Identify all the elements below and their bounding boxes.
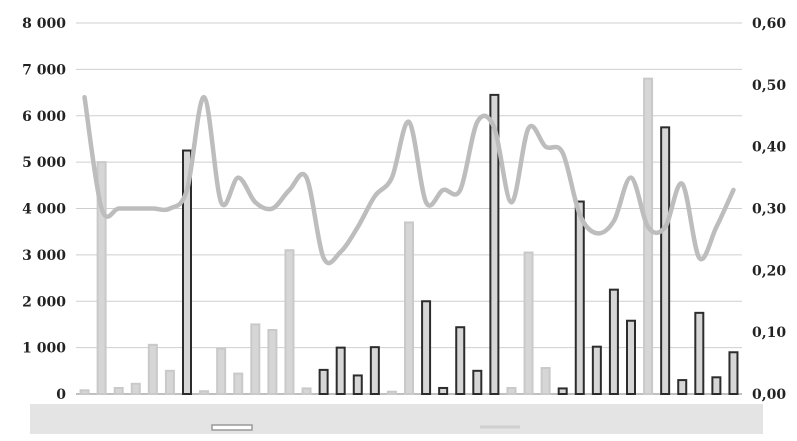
left-tick-label: 0 bbox=[56, 387, 66, 403]
bar bbox=[660, 126, 671, 395]
bar bbox=[711, 376, 722, 395]
line-path bbox=[82, 94, 736, 266]
bar bbox=[677, 379, 688, 395]
line-series bbox=[82, 94, 736, 266]
left-tick-label: 1 000 bbox=[22, 341, 66, 357]
right-tick-label: 0,00 bbox=[752, 387, 786, 403]
left-y-axis: 0 1 000 2 000 3 000 4 000 5 000 6 000 7 000 8 00… bbox=[22, 16, 66, 403]
bar-series bbox=[79, 77, 739, 396]
bar bbox=[574, 200, 585, 395]
bar bbox=[147, 343, 158, 395]
bar bbox=[199, 390, 210, 395]
right-tick-label: 0,20 bbox=[752, 263, 786, 279]
bar bbox=[250, 323, 261, 395]
bar bbox=[130, 382, 141, 395]
bar bbox=[96, 161, 107, 395]
bar bbox=[608, 288, 619, 395]
left-tick-label: 4 000 bbox=[22, 202, 66, 218]
bar bbox=[267, 329, 278, 396]
right-tick-label: 0,40 bbox=[752, 140, 786, 156]
left-tick-label: 6 000 bbox=[22, 109, 66, 125]
bar bbox=[369, 346, 380, 396]
left-tick-label: 8 000 bbox=[22, 16, 66, 32]
bar bbox=[335, 346, 346, 395]
bar bbox=[643, 77, 654, 396]
left-tick-label: 2 000 bbox=[22, 294, 66, 310]
bar bbox=[523, 251, 534, 395]
legend-box bbox=[30, 404, 763, 434]
bar bbox=[301, 387, 312, 395]
bar bbox=[506, 386, 517, 396]
bar bbox=[386, 390, 397, 395]
bar bbox=[113, 386, 124, 396]
right-tick-label: 0,10 bbox=[752, 325, 786, 341]
bar bbox=[438, 386, 449, 396]
left-tick-label: 3 000 bbox=[22, 248, 66, 264]
bar bbox=[557, 387, 568, 395]
bar bbox=[404, 221, 414, 395]
bar bbox=[455, 326, 466, 395]
left-tick-label: 7 000 bbox=[22, 62, 66, 78]
bar bbox=[284, 249, 295, 395]
bar bbox=[421, 300, 432, 395]
bar bbox=[591, 345, 602, 396]
bar bbox=[233, 372, 244, 396]
bar bbox=[79, 389, 90, 396]
bar bbox=[728, 351, 739, 396]
bar bbox=[216, 347, 227, 395]
right-y-axis: 0,00 0,10 0,20 0,30 0,40 0,50 0,60 bbox=[752, 16, 786, 403]
right-tick-label: 0,50 bbox=[752, 78, 786, 94]
legend bbox=[30, 404, 763, 434]
right-tick-label: 0,30 bbox=[752, 202, 786, 218]
bar bbox=[164, 369, 175, 395]
bar bbox=[318, 368, 329, 396]
bar bbox=[182, 149, 192, 395]
legend-swatch-bars bbox=[211, 424, 253, 431]
bar bbox=[489, 93, 500, 395]
bar bbox=[626, 319, 636, 396]
right-tick-label: 0,60 bbox=[752, 16, 786, 32]
left-tick-label: 5 000 bbox=[22, 155, 66, 171]
bar bbox=[352, 374, 363, 396]
bar bbox=[472, 369, 483, 395]
bar bbox=[540, 367, 551, 395]
bar bbox=[694, 311, 705, 395]
